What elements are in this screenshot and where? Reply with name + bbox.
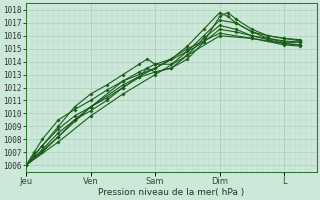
- X-axis label: Pression niveau de la mer( hPa ): Pression niveau de la mer( hPa ): [98, 188, 244, 197]
